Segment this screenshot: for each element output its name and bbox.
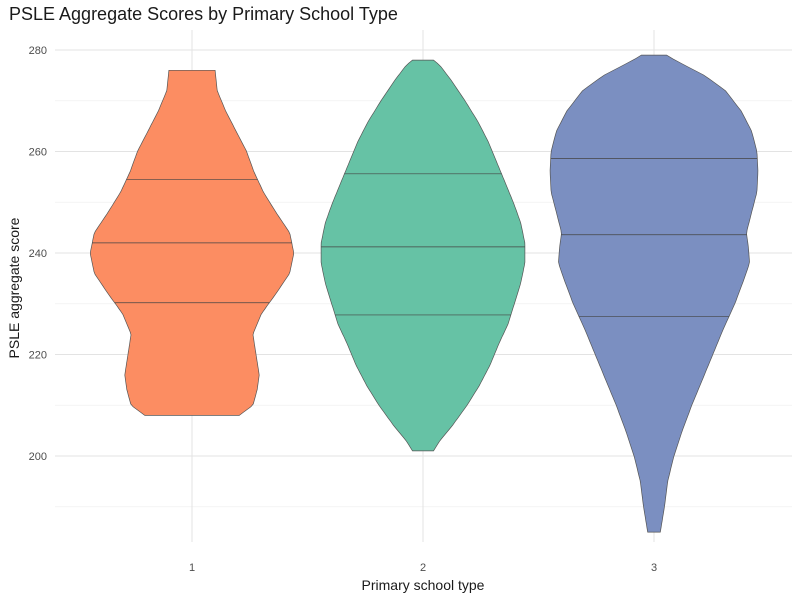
violins bbox=[90, 54, 759, 533]
axis-ticks: 200 220 240 260 280 1 2 3 bbox=[29, 45, 657, 574]
y-tick-label: 240 bbox=[29, 248, 47, 260]
x-tick-label: 3 bbox=[651, 562, 657, 574]
y-tick-label: 220 bbox=[29, 350, 47, 362]
y-tick-label: 260 bbox=[29, 147, 47, 159]
y-axis-title: PSLE aggregate score bbox=[6, 217, 22, 358]
violin-type-2 bbox=[320, 59, 526, 452]
x-tick-label: 1 bbox=[189, 562, 195, 574]
y-tick-label: 200 bbox=[29, 451, 47, 463]
x-axis-title: Primary school type bbox=[362, 577, 485, 593]
violin-type-3 bbox=[549, 54, 759, 533]
y-tick-label: 280 bbox=[29, 45, 47, 57]
chart-title: PSLE Aggregate Scores by Primary School … bbox=[9, 4, 398, 24]
x-tick-label: 2 bbox=[420, 562, 426, 574]
